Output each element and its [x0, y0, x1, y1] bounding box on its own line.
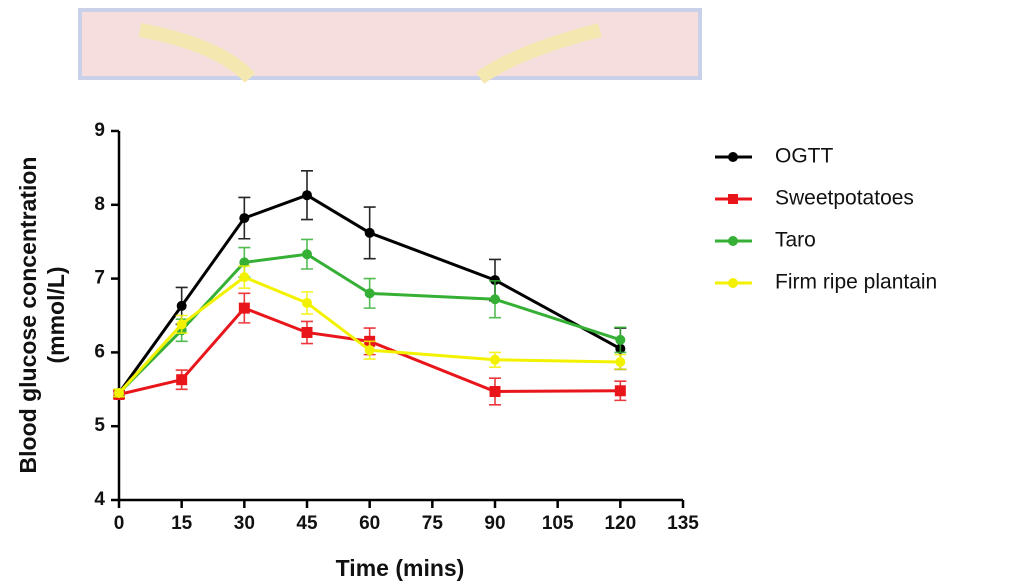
y-axis-title: Blood glucose concentration [15, 157, 41, 474]
marker [490, 354, 500, 365]
marker [490, 294, 500, 305]
marker [239, 213, 250, 224]
legend-label: Taro [775, 229, 816, 252]
marker [614, 385, 626, 397]
y-tick-label: 7 [94, 268, 105, 289]
x-tick-label: 30 [234, 513, 255, 534]
marker [364, 227, 375, 238]
x-tick-label: 90 [484, 513, 505, 534]
y-tick-label: 5 [94, 415, 105, 436]
x-tick-label: 60 [359, 513, 380, 534]
x-axis-title: Time (mins) [336, 555, 465, 581]
y-axis-title: (mmol/L) [43, 266, 69, 363]
y-tick-label: 6 [94, 341, 105, 362]
marker [302, 190, 312, 201]
x-tick-label: 135 [667, 513, 699, 534]
marker [176, 319, 187, 330]
x-tick-label: 105 [542, 513, 574, 534]
legend-marker [728, 236, 738, 246]
y-tick-label: 9 [94, 120, 105, 141]
legend-label: OGTT [775, 145, 833, 168]
y-tick-label: 8 [94, 194, 105, 215]
marker [489, 386, 501, 398]
marker [615, 356, 626, 367]
marker [364, 345, 375, 356]
marker [238, 302, 250, 314]
marker [301, 326, 313, 338]
x-tick-label: 0 [114, 513, 125, 534]
marker [615, 334, 626, 345]
legend-label: Firm ripe plantain [775, 271, 937, 294]
legend-marker [728, 152, 738, 162]
legend-label: Sweetpotatoes [775, 187, 914, 210]
x-tick-label: 45 [296, 513, 318, 534]
marker [176, 374, 188, 386]
x-tick-label: 75 [422, 513, 444, 534]
x-tick-label: 120 [604, 513, 636, 534]
x-tick-label: 15 [171, 513, 193, 534]
legend-marker [728, 278, 738, 288]
watermark-shape [138, 23, 602, 84]
legend-marker [728, 194, 738, 204]
series-line [117, 252, 621, 395]
marker [176, 300, 187, 311]
y-tick-label: 4 [94, 489, 105, 510]
marker [302, 297, 312, 308]
marker [364, 288, 375, 299]
marker [302, 249, 312, 260]
marker [239, 272, 250, 283]
marker [114, 387, 124, 398]
marker [239, 257, 250, 268]
